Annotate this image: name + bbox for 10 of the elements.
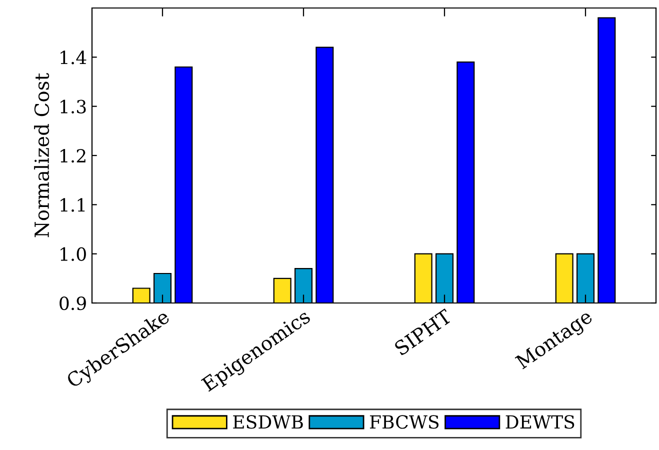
y-tick-label: 1.3 (60, 100, 86, 114)
legend-label: FBCWS (370, 415, 439, 429)
legend-label: DEWTS (506, 415, 574, 429)
y-tick-label: 1.1 (60, 198, 85, 212)
y-tick-label: 1.0 (60, 247, 86, 261)
y-tick-label: 0.9 (60, 296, 86, 310)
legend-label: ESDWB (233, 415, 303, 429)
y-tick-label: 1.4 (60, 50, 86, 64)
y-tick-label: 1.2 (60, 148, 86, 163)
y-axis-title: Normalized Cost (34, 73, 50, 238)
